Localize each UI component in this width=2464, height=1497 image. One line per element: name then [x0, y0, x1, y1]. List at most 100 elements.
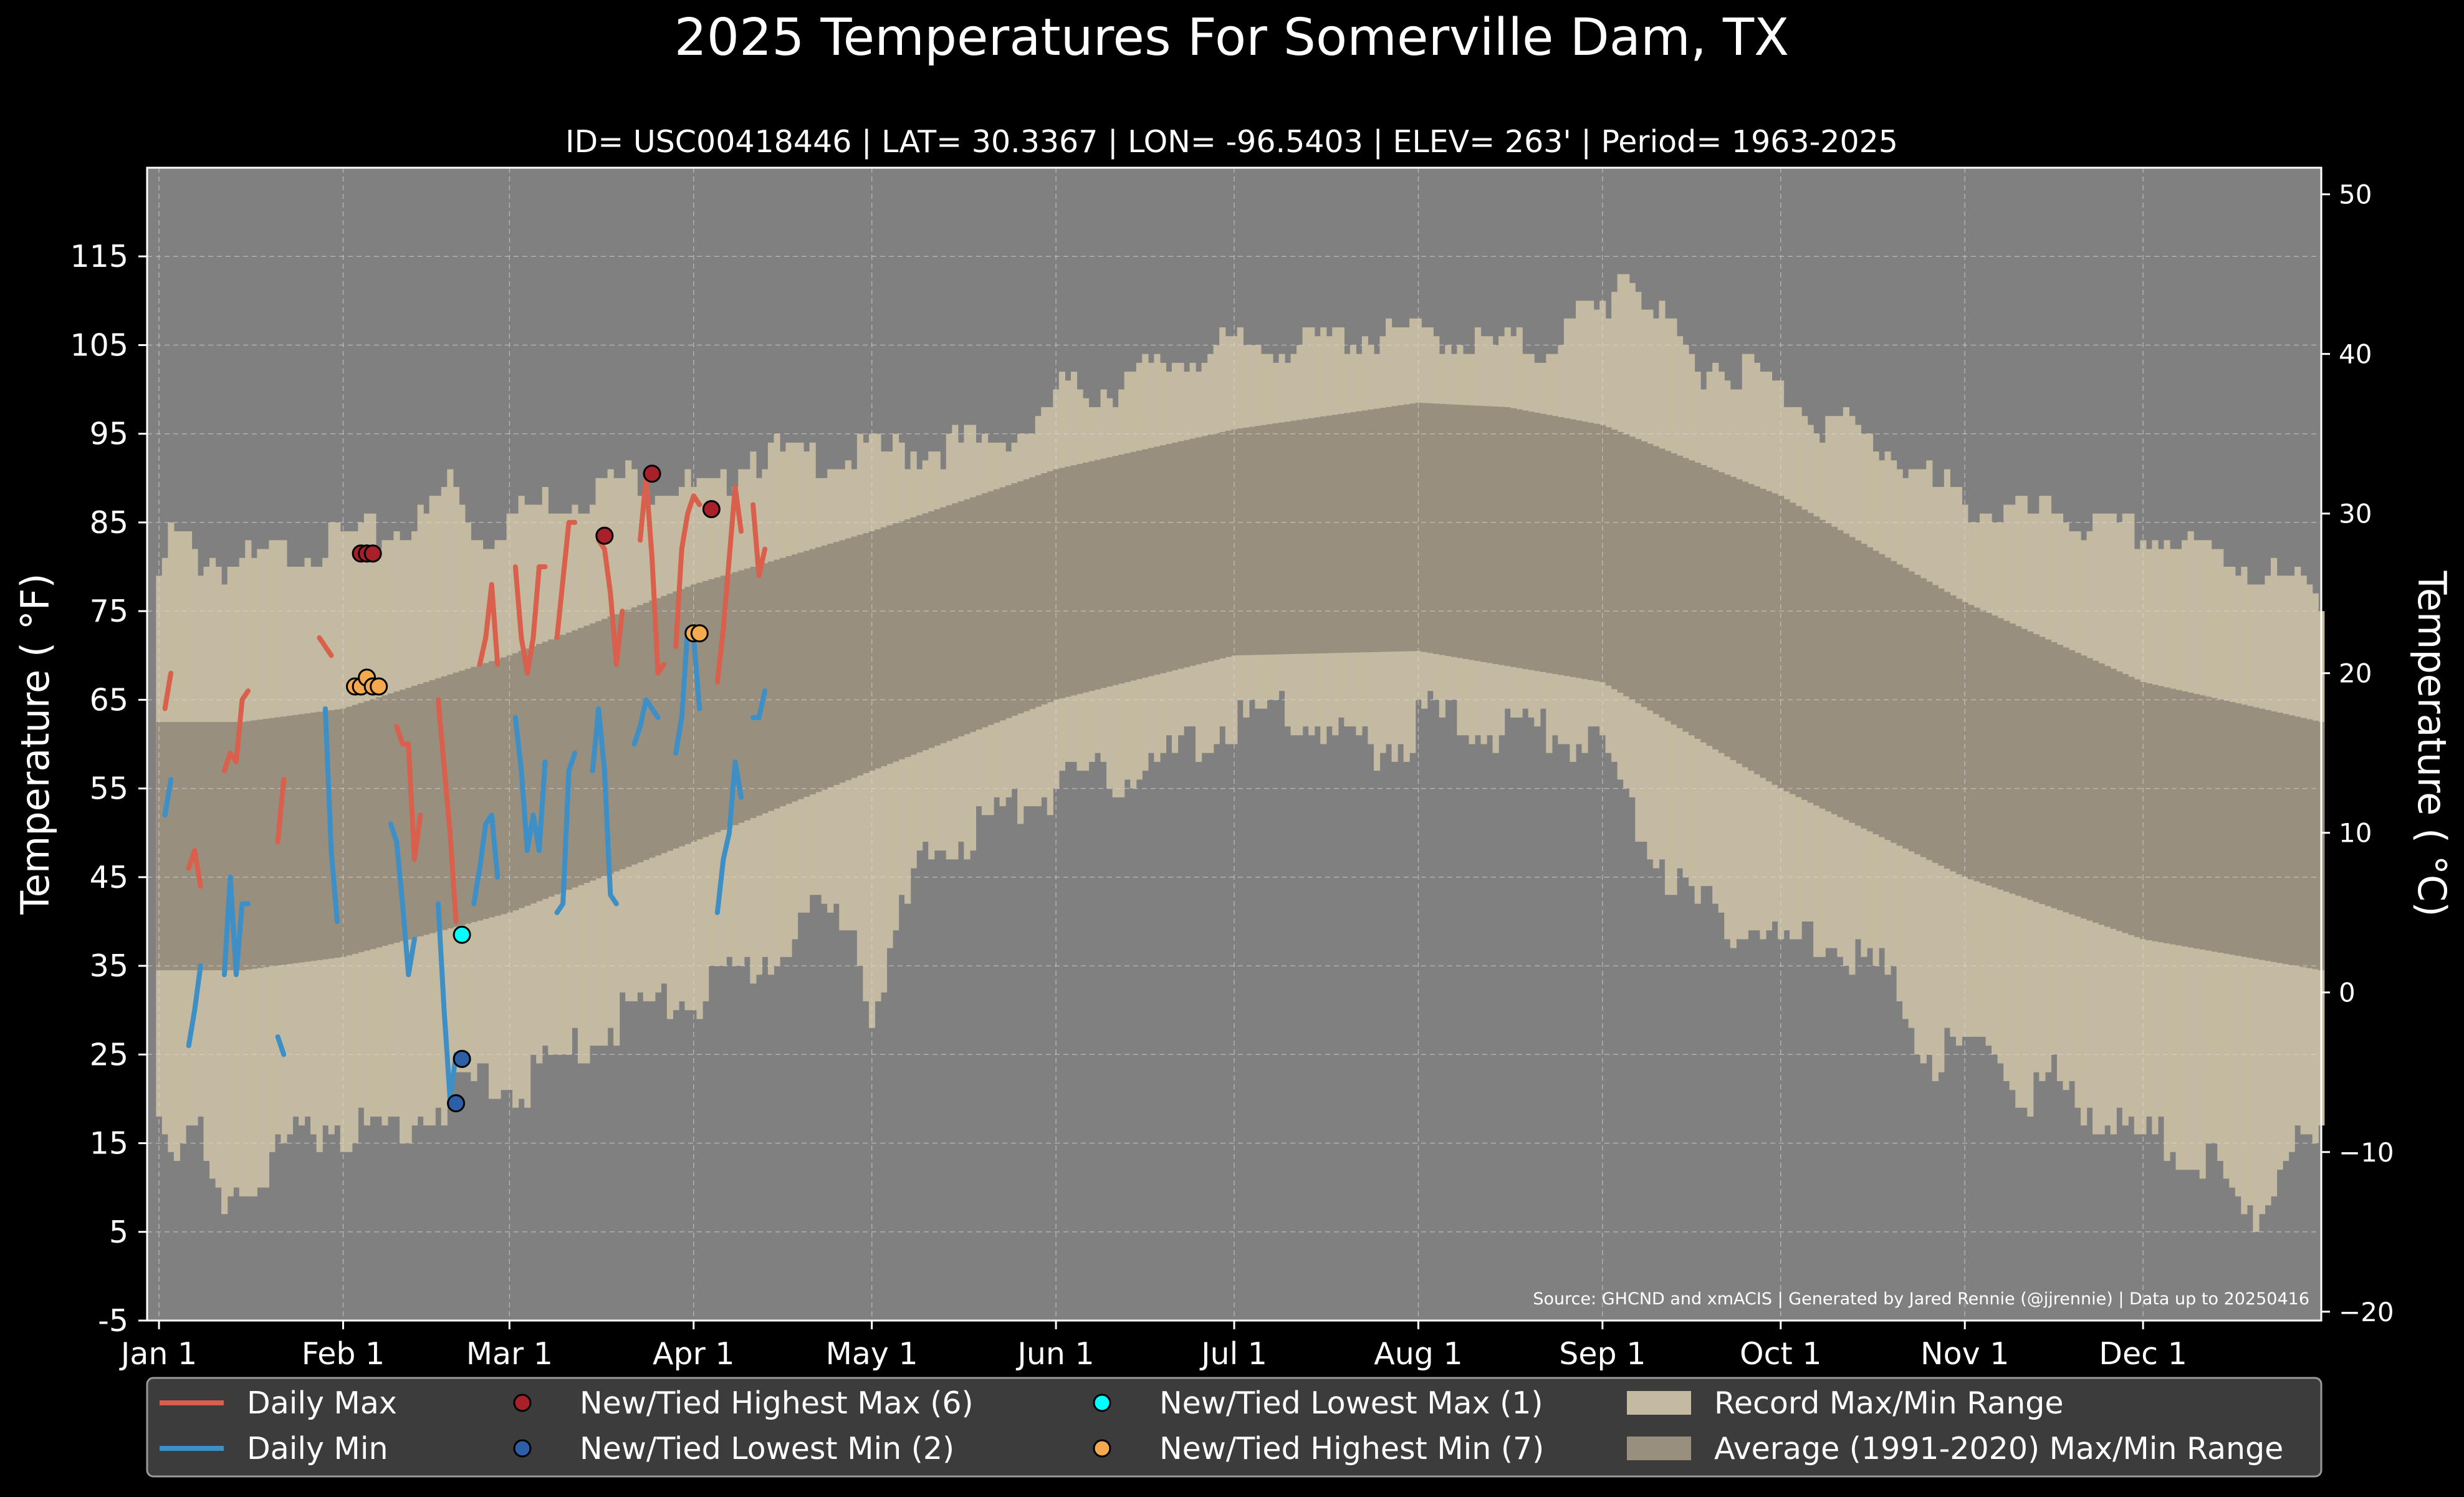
- daily-max-line: [162, 670, 174, 711]
- chart-title: 2025 Temperatures For Somerville Dam, TX: [674, 8, 1789, 67]
- normal-range-bar: [1516, 409, 1523, 668]
- normal-range-bar: [1985, 612, 1992, 886]
- normal-range-bar: [1065, 466, 1071, 697]
- legend-patch-swatch: [1627, 1437, 1691, 1460]
- normal-range-bar: [1088, 461, 1095, 691]
- normal-range-bar: [1196, 437, 1202, 665]
- normal-range-bar: [762, 563, 769, 814]
- normal-range-bar: [554, 637, 560, 895]
- normal-range-bar: [2199, 695, 2206, 950]
- normal-range-bar: [1361, 410, 1369, 653]
- x-tick-label: Mar 1: [466, 1336, 553, 1372]
- normal-range-bar: [1813, 516, 1820, 806]
- normal-range-bar: [619, 612, 626, 869]
- normal-range-bar: [299, 714, 305, 963]
- normal-range-bar: [1866, 547, 1874, 832]
- x-tick-label: Nov 1: [1920, 1336, 2009, 1372]
- normal-range-bar: [2081, 655, 2088, 919]
- normal-range-bar: [654, 598, 661, 855]
- normal-range-bar: [1831, 526, 1838, 814]
- normal-range-bar: [583, 625, 590, 883]
- normal-range-bar: [1029, 477, 1036, 710]
- normal-range-bar: [494, 659, 501, 916]
- x-tick-label: Oct 1: [1740, 1336, 1821, 1372]
- normal-range-bar: [821, 545, 828, 790]
- normal-range-bar: [1409, 403, 1416, 652]
- normal-range-bar: [1908, 571, 1915, 852]
- y2-tick-label: 10: [2339, 818, 2372, 849]
- normal-range-bar: [2104, 666, 2111, 927]
- normal-range-bar: [233, 721, 240, 971]
- normal-range-bar: [1528, 412, 1535, 670]
- normal-range-bar: [322, 711, 329, 960]
- normal-range-bar: [1386, 407, 1393, 652]
- normal-range-bar: [2128, 676, 2135, 935]
- normal-range-bar: [720, 575, 727, 830]
- normal-range-bar: [1403, 404, 1410, 652]
- daily-max-line: [750, 502, 768, 579]
- normal-range-bar: [423, 681, 430, 935]
- normal-range-bar: [1474, 405, 1482, 662]
- normal-range-bar: [1611, 430, 1618, 690]
- daily-min-line: [162, 777, 174, 818]
- normal-range-bar: [1891, 561, 1897, 843]
- normal-range-bar: [387, 693, 395, 945]
- normal-range-bar: [767, 561, 775, 811]
- normal-range-bar: [1861, 544, 1867, 829]
- normal-range-bar: [2027, 631, 2034, 900]
- normal-range-bar: [981, 493, 989, 728]
- new-tied-highest-max-marker: [363, 544, 382, 563]
- normal-range-bar: [358, 703, 365, 953]
- normal-range-bar: [173, 721, 181, 971]
- normal-range-bar: [875, 529, 881, 769]
- normal-range-bar: [1854, 540, 1862, 826]
- x-axis: Jan 1 Feb 1 Mar 1 Apr 1 May 1 Jun 1 Jul 1 Aug 1…: [119, 1321, 2187, 1372]
- normal-range-bar: [916, 515, 923, 753]
- normal-range-bar: [2253, 707, 2260, 959]
- normal-range-bar: [702, 580, 709, 837]
- daily-min-line: [388, 821, 417, 978]
- normal-range-bar: [411, 686, 418, 938]
- normal-range-bar: [1671, 453, 1677, 725]
- normal-range-bar: [1849, 537, 1856, 823]
- normal-range-bar: [2056, 645, 2064, 910]
- normal-range-bar: [2229, 701, 2236, 955]
- normal-range-bar: [316, 711, 323, 960]
- normal-range-bar: [2122, 674, 2129, 933]
- normal-range-bar: [2246, 706, 2254, 958]
- daily-min-line: [512, 715, 548, 854]
- normal-range-bar: [999, 487, 1006, 721]
- normal-range-bar: [2182, 691, 2188, 947]
- normal-range-bar: [1795, 506, 1802, 797]
- normal-range-bar: [898, 521, 905, 759]
- daily-min-line: [590, 706, 619, 907]
- normal-range-bar: [1278, 422, 1285, 655]
- normal-range-bar: [661, 595, 668, 854]
- x-tick-label: Jun 1: [1015, 1336, 1094, 1372]
- daily-min-line: [322, 706, 340, 924]
- normal-range-bar: [1504, 407, 1511, 667]
- normal-range-bar: [1213, 433, 1220, 660]
- normal-range-bar: [1183, 440, 1191, 668]
- x-tick-label: May 1: [826, 1336, 918, 1372]
- normal-range-bars: [156, 402, 2325, 971]
- normal-range-bar: [1980, 610, 1987, 883]
- normal-range-bar: [1819, 519, 1826, 809]
- normal-range-bar: [1551, 416, 1558, 675]
- normal-range-bar: [774, 559, 780, 809]
- normal-range-bar: [2009, 623, 2016, 894]
- legend-dot-swatch: [1093, 1394, 1111, 1412]
- normal-range-bar: [501, 657, 507, 915]
- normal-range-bar: [886, 525, 893, 764]
- x-tick-label: Aug 1: [1374, 1336, 1462, 1372]
- normal-range-bar: [1914, 574, 1921, 855]
- normal-range-bar: [2039, 637, 2046, 904]
- legend-label: Daily Max: [247, 1385, 397, 1421]
- normal-range-bar: [1332, 415, 1339, 653]
- normal-range-bar: [1272, 423, 1280, 655]
- normal-range-bar: [1558, 417, 1565, 675]
- normal-range-bar: [180, 721, 186, 971]
- normal-range-bar: [714, 577, 721, 832]
- normal-range-bar: [1588, 422, 1594, 680]
